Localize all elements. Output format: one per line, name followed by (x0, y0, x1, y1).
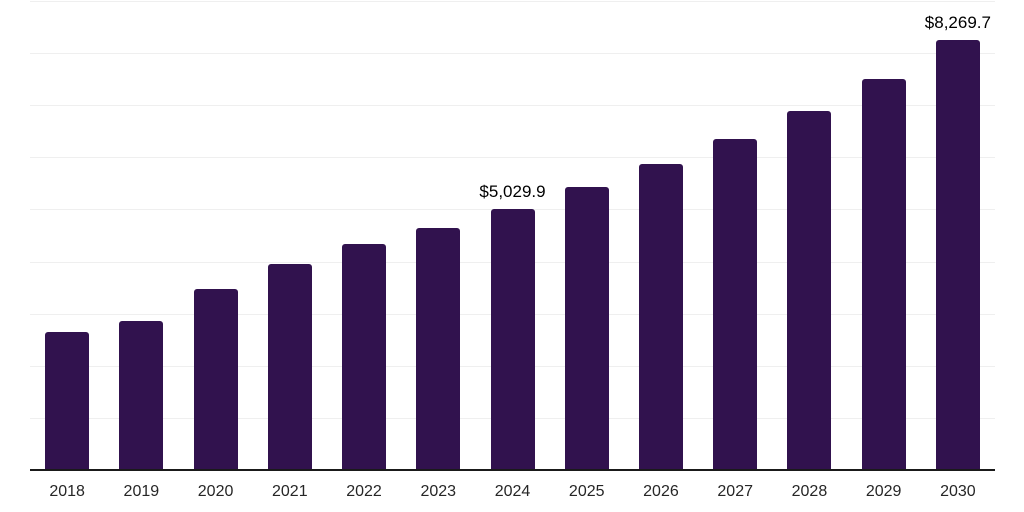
x-tick-label-2020: 2020 (197, 483, 234, 500)
gridline-7000 (30, 105, 995, 107)
x-tick-label-2022: 2022 (346, 483, 382, 500)
x-tick-label-2028: 2028 (791, 483, 828, 500)
bar-2021 (267, 264, 312, 471)
x-axis-labels: 2018 2019 2020 2021 2022 2023 2024 2025 2026 2027… (30, 471, 995, 512)
x-tick-label-2026: 2026 (643, 483, 679, 500)
bar-2025 (564, 187, 609, 471)
x-tick-label-2021: 2021 (272, 483, 308, 500)
x-tick-label-2019: 2019 (123, 483, 160, 500)
bar-2029 (861, 79, 906, 471)
gridline-6000 (30, 157, 995, 159)
x-tick-label-2024: 2024 (494, 483, 531, 500)
bar-2022 (342, 243, 387, 471)
bar-2019 (119, 320, 164, 471)
bar-value-label-2024: $5,029.9 (479, 181, 546, 201)
bar-2018 (45, 331, 90, 471)
bar-2023 (416, 228, 461, 471)
x-tick-label-2023: 2023 (420, 483, 457, 500)
bar-2028 (787, 110, 832, 471)
x-tick-label-2027: 2027 (717, 483, 753, 500)
bar-2030 (935, 40, 980, 471)
bar-value-label-2030: $8,269.7 (924, 13, 991, 33)
bar-2024 (490, 208, 535, 471)
x-tick-label-2030: 2030 (940, 483, 976, 500)
bar-2026 (638, 164, 683, 471)
bar-2027 (713, 139, 758, 471)
x-axis-line (30, 469, 995, 471)
bar-2020 (193, 289, 238, 471)
gridline-9000 (30, 1, 995, 2)
x-tick-label-2025: 2025 (568, 483, 605, 500)
x-tick-label-2018: 2018 (49, 483, 85, 500)
plot-area: $5,029.9 $8,269.7 (30, 1, 995, 471)
x-tick-label-2029: 2029 (865, 483, 902, 500)
gridline-8000 (30, 53, 995, 55)
